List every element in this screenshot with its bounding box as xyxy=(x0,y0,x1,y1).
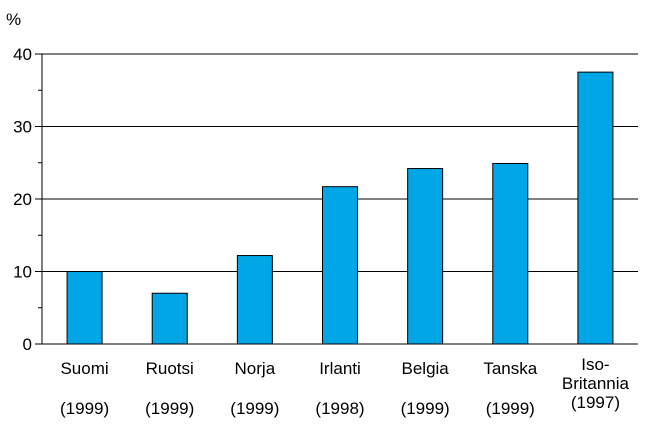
bar-irlanti xyxy=(322,186,358,345)
x-tick-label-line: Iso- xyxy=(581,355,609,374)
bar-iso-britannia xyxy=(577,71,614,345)
y-tick-label-20: 20 xyxy=(13,190,32,209)
year-label-tanska: (1999) xyxy=(486,399,535,418)
bar-tanska xyxy=(492,162,529,345)
x-tick-label-tanska: Tanska xyxy=(483,359,537,378)
year-label-belgia: (1999) xyxy=(401,399,450,418)
year-label-suomi: (1999) xyxy=(60,399,109,418)
x-tick-label-line: Britannia xyxy=(562,374,630,393)
y-tick-label-10: 10 xyxy=(13,263,32,282)
bar-suomi xyxy=(66,271,103,345)
y-tick-label-0: 0 xyxy=(23,335,32,354)
x-tick-label-irlanti: Irlanti xyxy=(319,359,361,378)
y-tick-label-30: 30 xyxy=(13,118,32,137)
axes xyxy=(35,53,638,345)
year-label-iso-britannia: (1997) xyxy=(571,393,620,412)
year-label-irlanti: (1998) xyxy=(315,399,364,418)
bar-ruotsi xyxy=(151,292,188,345)
bar-norja xyxy=(236,255,273,345)
x-tick-label-suomi: Suomi xyxy=(60,359,108,378)
labels: 0 10 20 30 40 Suomi (1999) Ruotsi (1999) Norja (19… xyxy=(13,45,629,418)
bars xyxy=(66,71,614,345)
y-axis-unit-label: % xyxy=(6,10,21,29)
year-label-norja: (1999) xyxy=(230,399,279,418)
bar-belgia xyxy=(407,168,444,345)
x-tick-label-iso-britannia: Iso-Britannia xyxy=(562,355,630,393)
x-tick-label-belgia: Belgia xyxy=(402,359,450,378)
year-label-ruotsi: (1999) xyxy=(145,399,194,418)
x-tick-label-ruotsi: Ruotsi xyxy=(146,359,194,378)
x-tick-label-norja: Norja xyxy=(235,359,276,378)
y-tick-label-40: 40 xyxy=(13,45,32,64)
